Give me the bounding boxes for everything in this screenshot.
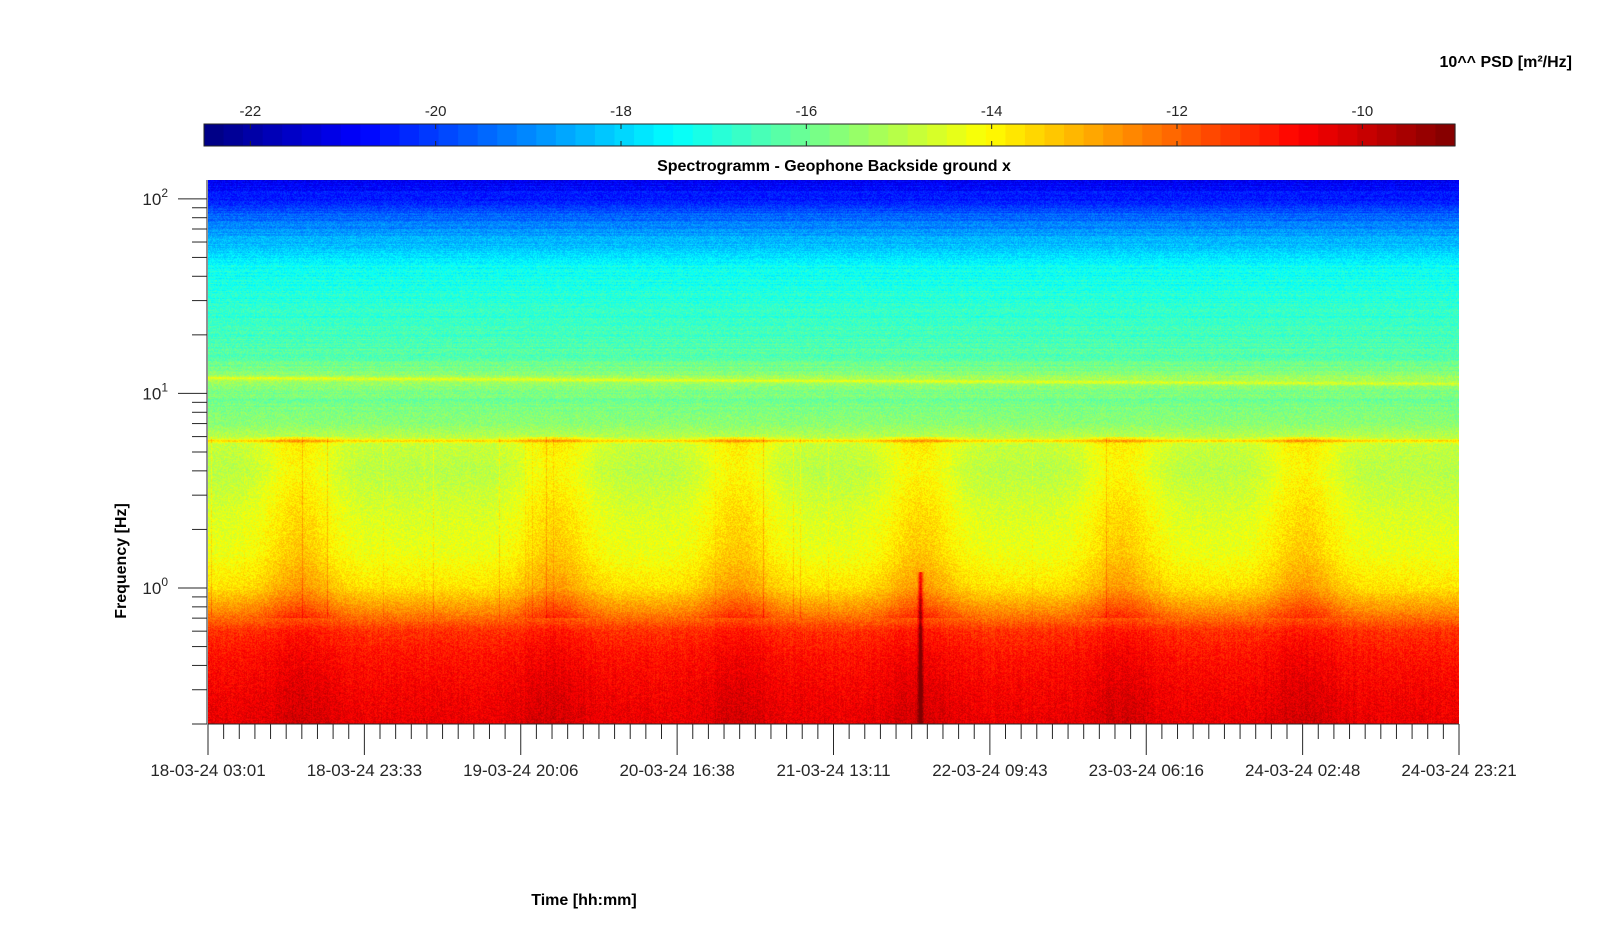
x-tick-label: 18-03-24 23:33 bbox=[307, 761, 422, 780]
x-tick-label: 24-03-24 23:21 bbox=[1401, 761, 1516, 780]
y-axis: 100 101 102 bbox=[142, 180, 208, 725]
colorbar-cell bbox=[888, 124, 909, 146]
spectrogram-image bbox=[208, 180, 1459, 724]
colorbar-cell bbox=[243, 124, 264, 146]
colorbar-cell bbox=[1279, 124, 1300, 146]
colorbar-tick-label: -12 bbox=[1166, 103, 1188, 120]
y-tick-label: 100 bbox=[142, 575, 168, 598]
x-tick-label: 24-03-24 02:48 bbox=[1245, 761, 1360, 780]
colorbar-tick-label: -20 bbox=[425, 103, 447, 120]
colorbar-cell bbox=[1024, 124, 1046, 146]
colorbar-cell bbox=[966, 124, 987, 146]
colorbar-cell bbox=[907, 124, 928, 146]
colorbar-cell bbox=[1142, 124, 1163, 146]
colorbar-cell bbox=[1083, 124, 1104, 146]
colorbar-cell bbox=[1259, 124, 1280, 146]
colorbar-frame bbox=[203, 123, 1456, 147]
colorbar-cell bbox=[575, 124, 596, 146]
colorbar-cell bbox=[790, 124, 811, 146]
colorbar-cell bbox=[419, 124, 440, 146]
colorbar-cell bbox=[692, 124, 713, 146]
colorbar-cell bbox=[1220, 124, 1241, 146]
colorbar-cell bbox=[927, 124, 948, 146]
x-axis-label: Time [hh:mm] bbox=[531, 892, 636, 909]
x-tick-label: 21-03-24 13:11 bbox=[776, 761, 890, 780]
colorbar-cell bbox=[1044, 124, 1065, 146]
colorbar-cell bbox=[223, 124, 244, 146]
colorbar-cell bbox=[809, 124, 831, 146]
colorbar-tick-label: -22 bbox=[239, 103, 261, 120]
colorbar-cell bbox=[321, 124, 342, 146]
colorbar-tick-label: -16 bbox=[795, 103, 817, 120]
colorbar-cell bbox=[516, 124, 537, 146]
colorbar-cell bbox=[1376, 124, 1397, 146]
colorbar-cell bbox=[1122, 124, 1143, 146]
colorbar-cell bbox=[458, 124, 479, 146]
x-tick-label: 19-03-24 20:06 bbox=[463, 761, 578, 780]
colorbar-tick-label: -10 bbox=[1351, 103, 1373, 120]
colorbar-cell bbox=[829, 124, 850, 146]
colorbar-cell bbox=[849, 124, 870, 146]
colorbar-cell bbox=[1200, 124, 1222, 146]
colorbar-cell bbox=[282, 124, 303, 146]
x-tick-label: 22-03-24 09:43 bbox=[932, 761, 1047, 780]
colorbar-cell bbox=[770, 124, 792, 146]
x-tick-label: 20-03-24 16:38 bbox=[619, 761, 734, 780]
colorbar-cell bbox=[1318, 124, 1339, 146]
colorbar-cell bbox=[555, 124, 576, 146]
spectrogram-image-holder bbox=[208, 180, 1459, 724]
colorbar-cell bbox=[497, 124, 518, 146]
y-axis-label: Frequency [Hz] bbox=[113, 503, 130, 619]
colorbar-tick-label: -18 bbox=[610, 103, 632, 120]
colorbar-label: 10^^ PSD [m²/Hz] bbox=[1440, 54, 1572, 71]
colorbar-cell bbox=[1298, 124, 1319, 146]
colorbar-cell bbox=[301, 124, 322, 146]
colorbar-cell bbox=[1396, 124, 1417, 146]
colorbar-cell bbox=[946, 124, 967, 146]
colorbar-cell bbox=[868, 124, 889, 146]
colorbar-cell bbox=[731, 124, 752, 146]
colorbar-cell bbox=[673, 124, 694, 146]
x-tick-label: 18-03-24 03:01 bbox=[150, 761, 265, 780]
y-tick-label: 101 bbox=[142, 380, 168, 403]
colorbar-cell bbox=[634, 124, 655, 146]
colorbar-ticks: -22 -20 -18 -16 -14 -12 -10 bbox=[239, 103, 1373, 146]
colorbar-cell bbox=[1005, 124, 1026, 146]
colorbar-cell bbox=[1357, 124, 1378, 146]
colorbar-cell bbox=[536, 124, 557, 146]
chart-title: Spectrogramm - Geophone Backside ground … bbox=[657, 158, 1011, 175]
colorbar-cell bbox=[594, 124, 616, 146]
colorbar-cell bbox=[438, 124, 459, 146]
colorbar-gradient bbox=[204, 124, 1456, 146]
colorbar-cell bbox=[614, 124, 635, 146]
y-tick-label: 102 bbox=[142, 186, 168, 209]
colorbar-cell bbox=[712, 124, 733, 146]
colorbar-cell bbox=[204, 124, 225, 146]
colorbar-cell bbox=[1103, 124, 1124, 146]
x-tick-label: 23-03-24 06:16 bbox=[1089, 761, 1204, 780]
colorbar-cell bbox=[477, 124, 498, 146]
colorbar-cell bbox=[1239, 124, 1261, 146]
colorbar-cell bbox=[340, 124, 361, 146]
colorbar-cell bbox=[1435, 124, 1456, 146]
colorbar-cell bbox=[399, 124, 420, 146]
colorbar-tick-label: -14 bbox=[981, 103, 1003, 120]
colorbar-cell bbox=[1064, 124, 1085, 146]
x-axis: 18-03-24 03:01 18-03-24 23:33 19-03-24 20:… bbox=[150, 723, 1517, 780]
colorbar-cell bbox=[1337, 124, 1358, 146]
colorbar-cell bbox=[985, 124, 1007, 146]
colorbar-cell bbox=[360, 124, 381, 146]
colorbar-cell bbox=[262, 124, 283, 146]
colorbar-cell bbox=[379, 124, 401, 146]
colorbar-cell bbox=[751, 124, 772, 146]
colorbar-cell bbox=[1181, 124, 1202, 146]
colorbar-cell bbox=[1415, 124, 1437, 146]
colorbar-cell bbox=[653, 124, 674, 146]
colorbar: -22 -20 -18 -16 -14 -12 -10 bbox=[203, 103, 1456, 147]
spectrogram-plot: 100 101 102 18-03-24 03:01 18-03-24 23:33 19… bbox=[142, 180, 1517, 780]
colorbar-cell bbox=[1161, 124, 1182, 146]
